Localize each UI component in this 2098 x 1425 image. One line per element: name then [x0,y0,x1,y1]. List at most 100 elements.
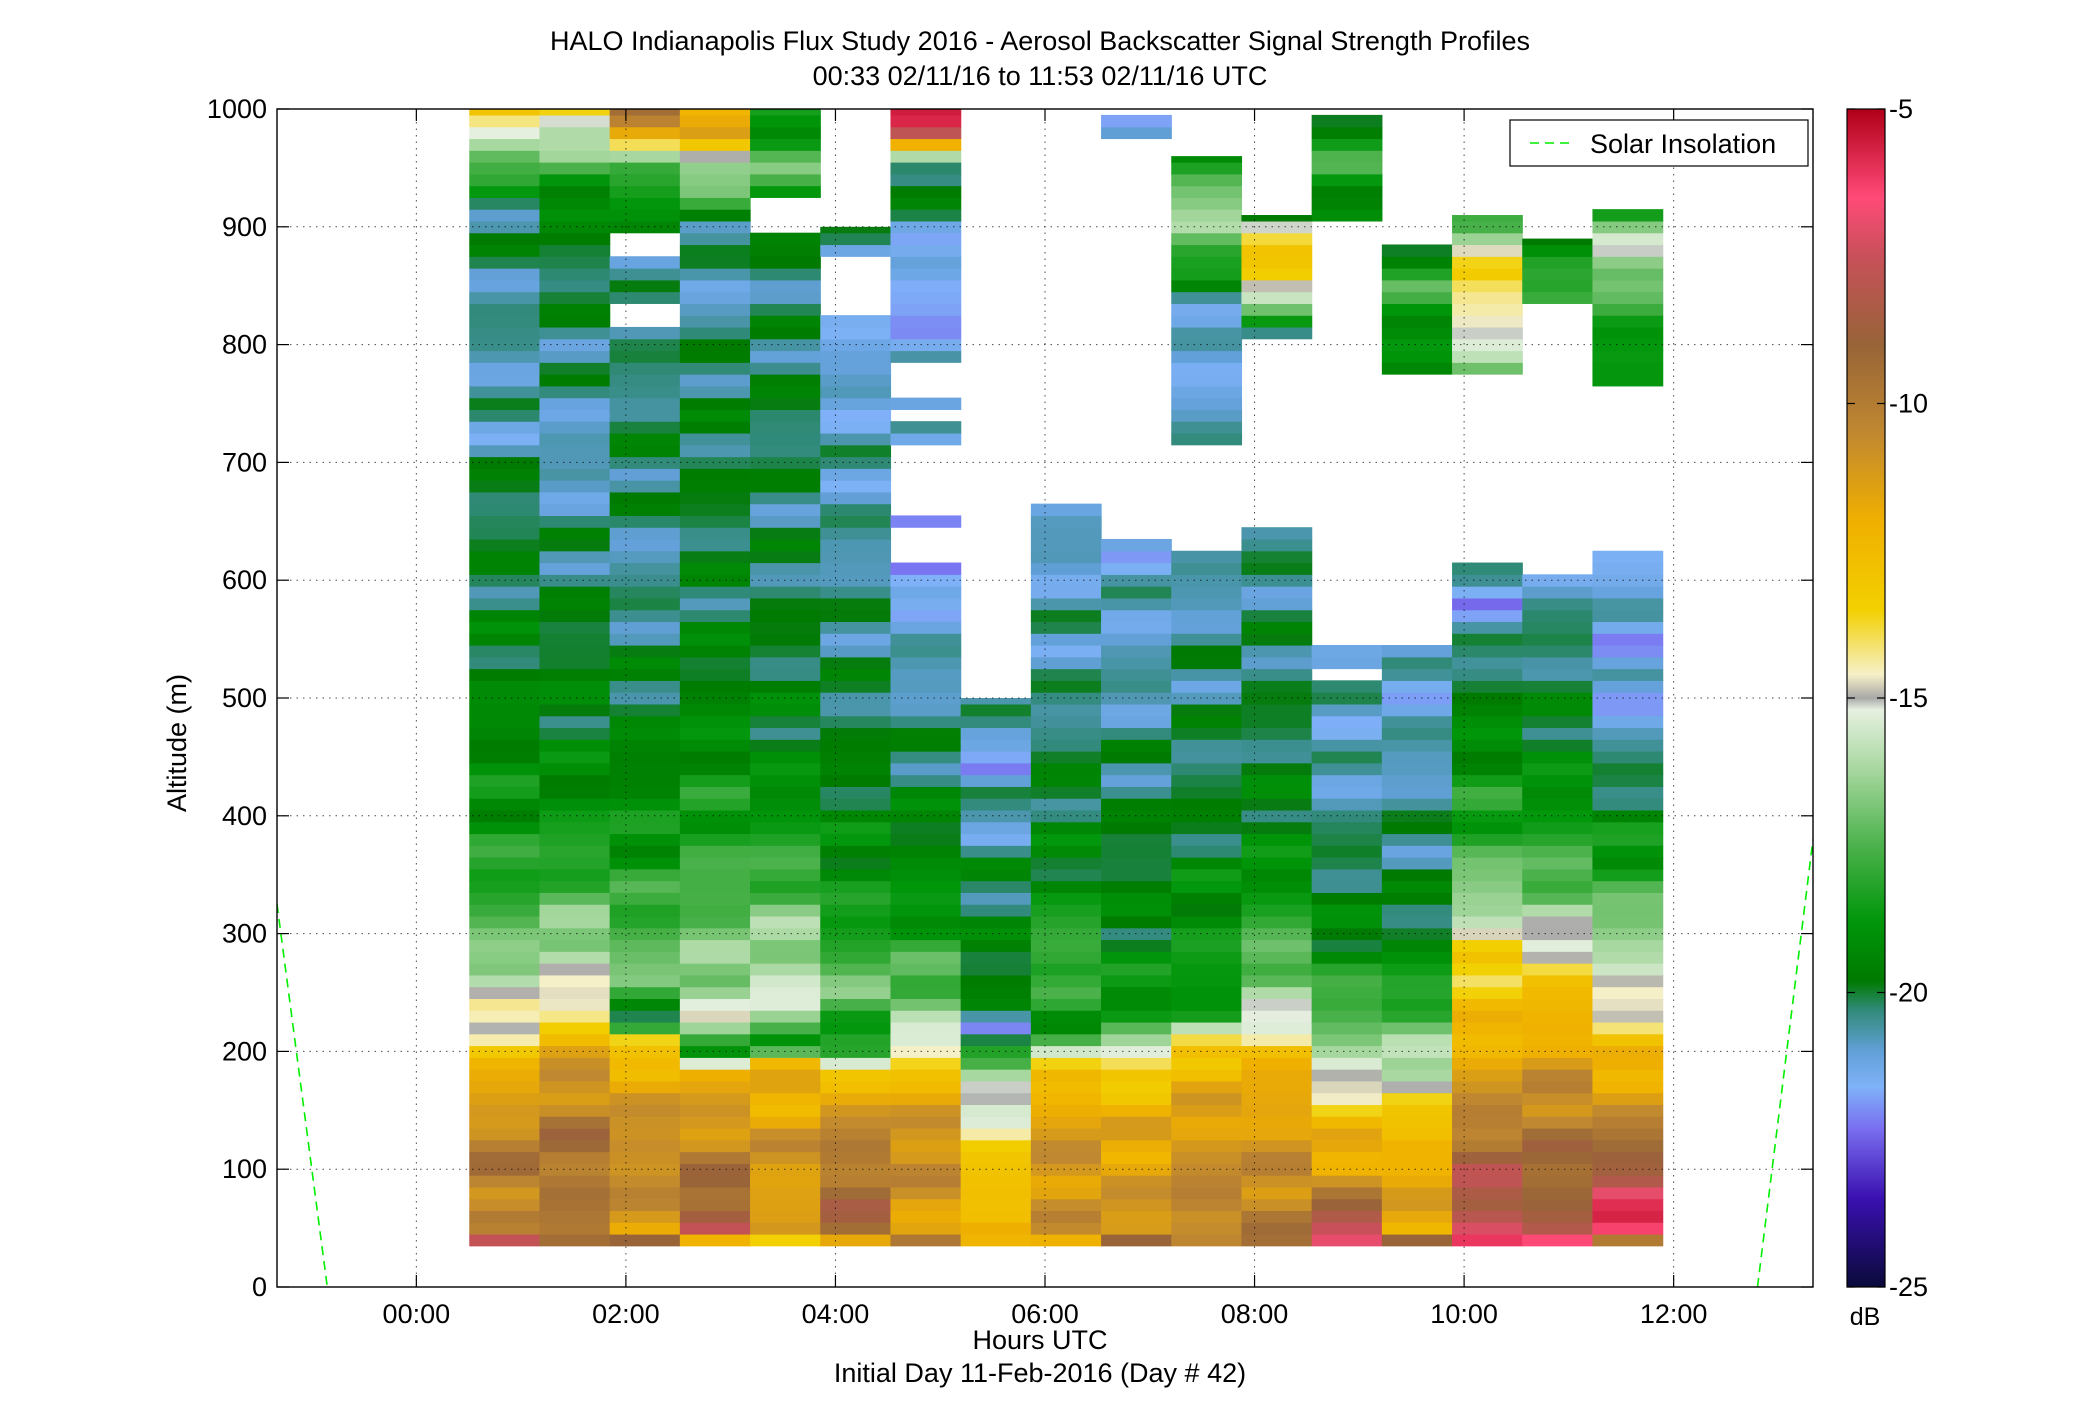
heatmap-cell [539,1104,611,1117]
x-axis-label: Hours UTC [972,1325,1107,1355]
heatmap-cell [1241,1057,1313,1070]
heatmap-cell [890,762,962,776]
heatmap-cell [750,939,821,952]
heatmap-cell [1241,268,1313,281]
heatmap-cell [1241,315,1313,328]
heatmap-cell [1241,798,1313,811]
heatmap-cell [1522,256,1594,269]
heatmap-cell [1311,1233,1383,1247]
heatmap-cell [1171,727,1243,740]
heatmap-cell [679,138,751,151]
heatmap-cell [609,1198,681,1212]
x-tick-label: 06:00 [1011,1299,1079,1329]
heatmap-cell [750,904,821,917]
heatmap-cell [469,821,541,835]
profile-column [1522,238,1594,1247]
heatmap-cell [1311,703,1383,717]
heatmap-cell [1522,1222,1594,1235]
heatmap-cell [1101,786,1172,799]
heatmap-cell [1171,998,1243,1011]
heatmap-cell [960,927,1032,941]
heatmap-cell [1522,597,1594,611]
heatmap-cell [469,256,541,269]
heatmap-cell [1452,774,1523,787]
heatmap-cell [1171,232,1243,246]
heatmap-cell [890,1069,962,1082]
heatmap-cell [820,1175,892,1188]
heatmap-cell [679,114,751,128]
heatmap-cell [1101,1010,1172,1023]
heatmap-cell [1311,809,1383,823]
heatmap-cell [469,1139,541,1153]
heatmap-cell [1171,751,1243,764]
heatmap-cell [1171,974,1243,988]
heatmap-cell [1171,550,1243,564]
heatmap-cell [539,268,611,281]
heatmap-cell [679,644,751,658]
heatmap-cell [609,220,681,234]
heatmap-cell [609,586,681,599]
heatmap-cell [469,939,541,952]
heatmap-cell [679,150,751,163]
heatmap-cell [820,868,892,882]
heatmap-cell [1381,279,1453,293]
heatmap-cell [679,315,751,328]
heatmap-cell [1381,821,1453,835]
heatmap-cell [1592,845,1664,858]
heatmap-cell [679,715,751,729]
heatmap-cell [1311,986,1383,999]
heatmap-cell [890,656,962,670]
heatmap-cell [1522,1080,1594,1094]
heatmap-cell [1522,774,1594,787]
heatmap-cell [609,1069,681,1082]
profile-column [679,109,751,1247]
heatmap-cell [469,362,541,375]
heatmap-cell [609,774,681,787]
heatmap-cell [539,1033,611,1047]
heatmap-cell [539,692,611,705]
heatmap-cell [1311,1127,1383,1141]
heatmap-cell [679,326,751,340]
heatmap-cell [820,491,892,505]
heatmap-cell [890,291,962,304]
heatmap-cell [1171,197,1243,210]
heatmap-cell [1381,1210,1453,1223]
heatmap-cell [750,291,821,304]
heatmap-cell [1241,1069,1313,1082]
heatmap-cell [960,727,1032,740]
heatmap-cell [1522,1175,1594,1188]
heatmap-cell [679,1233,751,1247]
heatmap-cell [1171,1233,1243,1247]
heatmap-cell [1311,727,1383,740]
heatmap-cell [1311,892,1383,905]
heatmap-cell [750,244,821,257]
heatmap-cell [1452,597,1523,611]
heatmap-cell [1522,845,1594,858]
heatmap-cell [679,998,751,1011]
heatmap-cell [609,609,681,623]
heatmap-cell [1522,609,1594,623]
heatmap-cell [820,562,892,575]
heatmap-cell [1452,291,1523,304]
heatmap-cell [1241,703,1313,717]
profile-column [820,226,892,1247]
heatmap-cell [469,291,541,304]
heatmap-cell [1311,1033,1383,1047]
heatmap-cell [539,409,611,422]
heatmap-cell [1101,1222,1172,1235]
heatmap-cell [1452,586,1523,599]
heatmap-cell [539,974,611,988]
heatmap-cell [890,798,962,811]
heatmap-cell [539,644,611,658]
heatmap-cell [750,1198,821,1212]
heatmap-cell [1592,904,1664,917]
heatmap-cell [469,715,541,729]
heatmap-cell [1030,845,1102,858]
heatmap-cell [890,315,962,328]
heatmap-cell [539,656,611,670]
heatmap-cell [1171,845,1243,858]
heatmap-cell [750,915,821,929]
heatmap-cell [890,986,962,999]
heatmap-cell [1311,1116,1383,1129]
heatmap-cell [1592,1233,1664,1247]
